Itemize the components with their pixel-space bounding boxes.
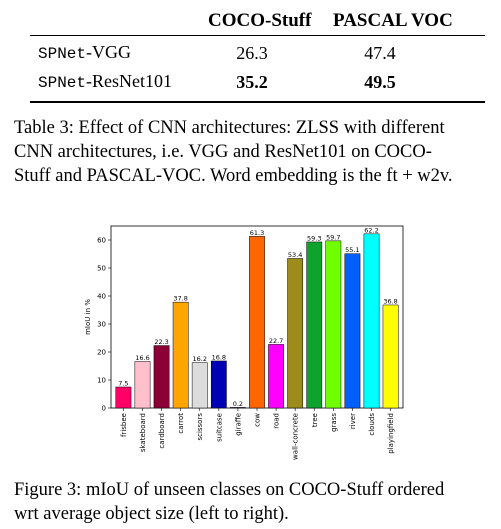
bar-frisbee <box>115 386 132 409</box>
bar-suitcase <box>210 360 227 409</box>
bar-value-label: 61.3 <box>250 229 264 237</box>
bar-tree <box>306 241 323 409</box>
table-rule-bottom <box>30 101 485 103</box>
bar-cow <box>249 236 265 409</box>
x-tick-label: tree <box>311 413 319 427</box>
method-prefix: SPNet <box>38 74 87 92</box>
bar-value-label: 22.7 <box>269 337 283 345</box>
caption-line: CNN architectures, i.e. VGG and ResNet10… <box>14 142 432 162</box>
bar-value-label: 16.2 <box>193 355 207 363</box>
bar-playingfield <box>382 304 399 409</box>
y-tick-label: 60 <box>97 237 106 245</box>
x-tick-label: river <box>349 413 357 429</box>
backbone-suffix: -VGG <box>86 42 132 62</box>
x-tick-label: scissors <box>196 413 204 441</box>
table-rule-mid <box>30 35 485 37</box>
x-tick-label: cardboard <box>158 413 166 449</box>
x-tick-label: suitcase <box>215 413 223 442</box>
caption-line: wrt average object size (left to right). <box>14 504 289 524</box>
bar-skateboard <box>134 361 151 409</box>
bar-value-label: 59.3 <box>307 234 321 242</box>
table-cell-resnet-voc: 49.5 <box>364 72 396 92</box>
bar-value-label: 59.7 <box>326 233 340 241</box>
table-row-resnet-name: SPNet-ResNet101 <box>38 71 172 92</box>
x-tick-label: giraffe <box>234 413 242 436</box>
bar-value-label: 7.5 <box>118 380 128 388</box>
y-tick-label: 50 <box>97 265 106 273</box>
table-caption: Table 3: Effect of CNN architectures: ZL… <box>14 116 490 188</box>
bar-cardboard <box>153 345 170 409</box>
bar-wall-concrete <box>287 258 304 409</box>
table-cell-resnet-coco: 35.2 <box>236 72 268 92</box>
bar-river <box>344 253 361 409</box>
table-header-pascal-voc: PASCAL VOC <box>333 10 453 31</box>
bar-grass <box>325 240 342 409</box>
x-tick-label: grass <box>330 413 338 432</box>
table-cell-vgg-coco: 26.3 <box>236 43 268 63</box>
miou-bar-chart: 0 10 20 30 40 50 60 7.5 16.6 22.3 37.8 16.2 16.8 0.2… <box>84 225 404 460</box>
x-tick-label: skateboard <box>139 413 147 452</box>
x-tick-label: playingfield <box>387 413 395 454</box>
figure-caption: Figure 3: mIoU of unseen classes on COCO… <box>14 478 490 526</box>
x-tick-label: wall-concrete <box>292 413 300 460</box>
x-tick-label: road <box>273 413 281 429</box>
bar-value-label: 16.6 <box>135 354 149 362</box>
caption-line: Stuff and PASCAL-VOC. Word embedding is … <box>14 166 453 186</box>
y-tick-label: 40 <box>97 293 106 301</box>
table-cell-vgg-voc: 47.4 <box>364 43 396 63</box>
bar-value-label: 0.2 <box>233 400 243 408</box>
bar-value-label: 53.4 <box>288 251 302 259</box>
y-axis-label: mIoU in % <box>84 299 92 335</box>
results-table: COCO-Stuff PASCAL VOC SPNet-VGG 26.3 47.… <box>30 6 485 106</box>
y-tick-label: 0 <box>102 405 106 413</box>
table-row-vgg-name: SPNet-VGG <box>38 42 131 63</box>
x-tick-label: carrot <box>177 413 185 434</box>
caption-line: Table 3: Effect of CNN architectures: ZL… <box>14 118 445 138</box>
bar-clouds <box>363 233 380 409</box>
x-tick-label: frisbee <box>120 413 128 437</box>
bar-scissors <box>191 362 208 409</box>
y-tick-label: 10 <box>97 377 106 385</box>
bar-value-label: 37.8 <box>173 295 187 303</box>
caption-line: Figure 3: mIoU of unseen classes on COCO… <box>14 480 445 500</box>
bar-road <box>268 344 284 409</box>
x-tick-label: cow <box>254 413 262 427</box>
bar-value-label: 16.8 <box>212 353 226 361</box>
bar-value-label: 62.2 <box>364 226 378 234</box>
bar-carrot <box>172 301 189 409</box>
bar-value-label: 22.3 <box>154 338 168 346</box>
y-tick-label: 20 <box>97 349 106 357</box>
bar-value-label: 55.1 <box>345 246 359 254</box>
method-prefix: SPNet <box>38 45 87 63</box>
table-header-coco-stuff: COCO-Stuff <box>208 10 312 31</box>
backbone-suffix: -ResNet101 <box>86 71 172 91</box>
bar-value-label: 36.8 <box>383 297 397 305</box>
y-tick-label: 30 <box>97 321 106 329</box>
x-tick-label: clouds <box>368 413 376 436</box>
